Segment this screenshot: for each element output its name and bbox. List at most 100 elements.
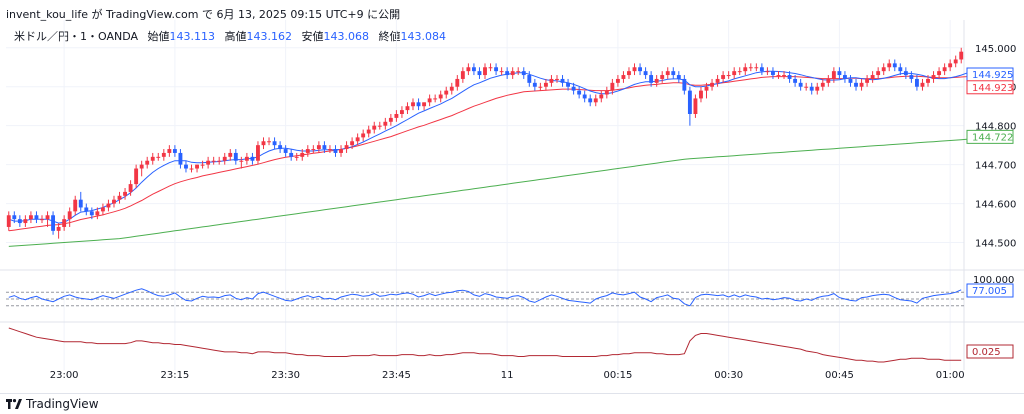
candle-body	[826, 78, 831, 83]
candle	[89, 207, 94, 220]
candle-body	[56, 226, 61, 231]
time-tick-label: 23:15	[160, 370, 189, 381]
price-tick-label: 144.800	[975, 122, 1016, 133]
candle-body	[305, 149, 310, 153]
candle-body	[604, 90, 609, 95]
candle-body	[300, 152, 305, 157]
candle-body	[228, 152, 233, 157]
candle	[233, 149, 238, 165]
last-value-tag: 144.722	[966, 129, 1014, 144]
candle	[272, 137, 277, 150]
candle-body	[156, 156, 161, 158]
candle-body	[499, 71, 504, 73]
candle-body	[643, 71, 648, 76]
low-label: 安値	[301, 30, 324, 43]
candle	[693, 94, 698, 118]
candle	[195, 164, 199, 173]
candle-body	[809, 86, 814, 91]
candle-body	[948, 63, 953, 68]
candle-body	[516, 71, 521, 73]
candle	[710, 78, 714, 91]
candle-body	[328, 149, 332, 151]
candle	[217, 156, 222, 165]
last-value-label: 144.925	[972, 70, 1013, 81]
candle-body	[339, 149, 343, 153]
candle	[422, 102, 427, 111]
candle-body	[145, 160, 150, 165]
symbol-name[interactable]: 米ドル／円・1・OANDA	[14, 30, 139, 43]
candle	[566, 78, 571, 91]
atr-last-label: 0.025	[972, 347, 1001, 358]
candle	[405, 102, 410, 114]
candle-body	[200, 164, 205, 166]
candle	[184, 160, 188, 173]
candle-body	[394, 114, 399, 118]
candle-body	[843, 75, 847, 79]
candle	[754, 63, 759, 72]
candle-body	[488, 67, 493, 69]
candle-body	[6, 215, 11, 227]
candle-body	[427, 98, 432, 103]
candle-body	[123, 191, 127, 196]
candle	[687, 86, 692, 126]
candle-body	[743, 67, 748, 72]
candle-body	[405, 106, 410, 111]
candle-body	[483, 67, 487, 76]
candle-body	[577, 90, 582, 95]
candle-body	[854, 82, 858, 87]
candle	[411, 98, 415, 111]
candle	[560, 75, 565, 87]
candle	[399, 106, 404, 118]
price-tick-label: 144.600	[975, 200, 1016, 211]
candle	[294, 152, 299, 161]
candle-body	[793, 78, 798, 83]
last-value-label: 144.923	[972, 83, 1013, 94]
candle-body	[460, 71, 465, 79]
candle	[721, 71, 726, 83]
candle-body	[876, 71, 881, 76]
candle-body	[543, 82, 548, 87]
candle-body	[117, 195, 122, 200]
candle	[676, 71, 681, 83]
candle-body	[233, 152, 238, 161]
candle-body	[211, 160, 216, 162]
candle	[333, 145, 338, 157]
candle-body	[256, 145, 260, 161]
candle-body	[172, 149, 177, 153]
candle	[859, 78, 864, 91]
candle	[256, 141, 260, 165]
candle-body	[23, 219, 28, 224]
candle	[643, 67, 648, 79]
time-tick-label: 23:45	[382, 370, 411, 381]
candle	[460, 67, 465, 83]
candle-body	[294, 156, 299, 158]
candle	[51, 211, 56, 235]
rsi-line	[8, 288, 962, 307]
candle-body	[660, 75, 665, 79]
candle-body	[682, 78, 687, 91]
candle-body	[100, 207, 105, 212]
low-value: 143.068	[323, 30, 370, 43]
rsi-last-box	[966, 283, 1014, 298]
candle-body	[903, 71, 908, 76]
candle	[737, 67, 742, 76]
candle	[959, 47, 964, 64]
candle-body	[311, 149, 316, 151]
candle	[305, 145, 310, 157]
candle	[123, 188, 127, 200]
candle-body	[566, 82, 571, 87]
atr-last-tag: 0.025	[966, 344, 1014, 359]
candle	[322, 141, 327, 153]
candle-body	[510, 71, 515, 76]
candle	[555, 75, 559, 83]
candle-body	[959, 51, 964, 60]
candle	[671, 67, 676, 79]
candle	[300, 149, 305, 161]
candle-body	[748, 67, 753, 69]
footer-brand[interactable]: TradingView	[26, 397, 99, 411]
candle-body	[416, 102, 421, 107]
candle-body	[466, 67, 471, 72]
time-tick-label: 00:45	[825, 370, 854, 381]
candle-body	[848, 78, 853, 83]
